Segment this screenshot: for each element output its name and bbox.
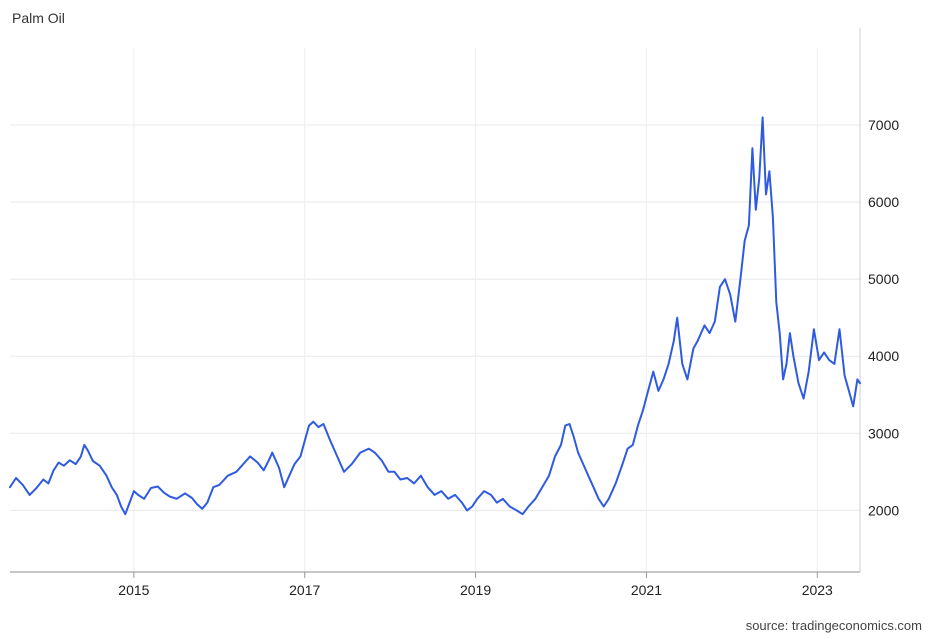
y-tick-label: 3000: [868, 425, 899, 441]
tick-label-layer: 2000 3000 4000 5000 6000 7000 2015 2017 2019 2021…: [118, 117, 899, 598]
y-tick-label: 2000: [868, 502, 899, 518]
x-tick-label: 2017: [289, 582, 320, 598]
series-layer: [9, 116, 861, 516]
x-tick-label: 2023: [802, 582, 833, 598]
x-tick-label: 2019: [460, 582, 491, 598]
y-tick-label: 6000: [868, 194, 899, 210]
series-line-palm-oil: [9, 116, 861, 516]
axis-layer: [10, 28, 861, 578]
source-credit: source: tradingeconomics.com: [745, 618, 922, 633]
chart-title: Palm Oil: [12, 10, 65, 26]
x-tick-label: 2015: [118, 582, 149, 598]
y-tick-label: 5000: [868, 271, 899, 287]
y-tick-label: 7000: [868, 117, 899, 133]
y-tick-label: 4000: [868, 348, 899, 364]
grid-layer: [10, 48, 860, 572]
x-tick-label: 2021: [631, 582, 662, 598]
